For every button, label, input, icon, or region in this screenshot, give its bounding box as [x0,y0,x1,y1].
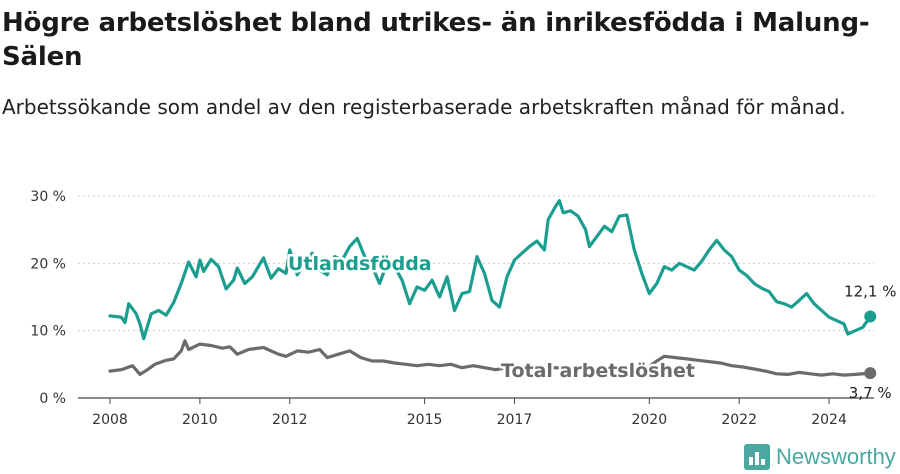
chart-title: Högre arbetslöshet bland utrikes- än inr… [2,8,870,72]
series-line [108,199,872,341]
brand-name: Newsworthy [776,444,896,469]
x-tick-label: 2017 [497,412,533,428]
x-tick-label: 2012 [272,412,308,428]
series-name-label: Total arbetslöshet [501,360,695,382]
y-tick-label: 30 % [30,189,66,205]
series-end-label: 3,7 % [849,384,892,402]
series-line [108,339,872,377]
series-end-point [864,310,877,323]
x-tick-label: 2010 [182,412,218,428]
series-name-label: Utlandsfödda [288,253,432,275]
series-end-label: 12,1 % [844,283,896,301]
x-tick-label: 2020 [631,412,667,428]
x-tick-label: 2022 [721,412,757,428]
chart-subtitle: Arbetssökande som andel av den registerb… [2,95,846,119]
y-tick-label: 10 % [30,324,66,340]
bar-chart-icon [744,444,770,470]
y-tick-label: 20 % [30,256,66,272]
x-tick-label: 2008 [92,412,128,428]
y-tick-label: 0 % [39,391,66,407]
x-tick-label: 2015 [407,412,443,428]
series-end-point [864,367,877,380]
x-tick-label: 2024 [811,412,847,428]
newsworthy-logo: Newsworthy [744,443,896,471]
